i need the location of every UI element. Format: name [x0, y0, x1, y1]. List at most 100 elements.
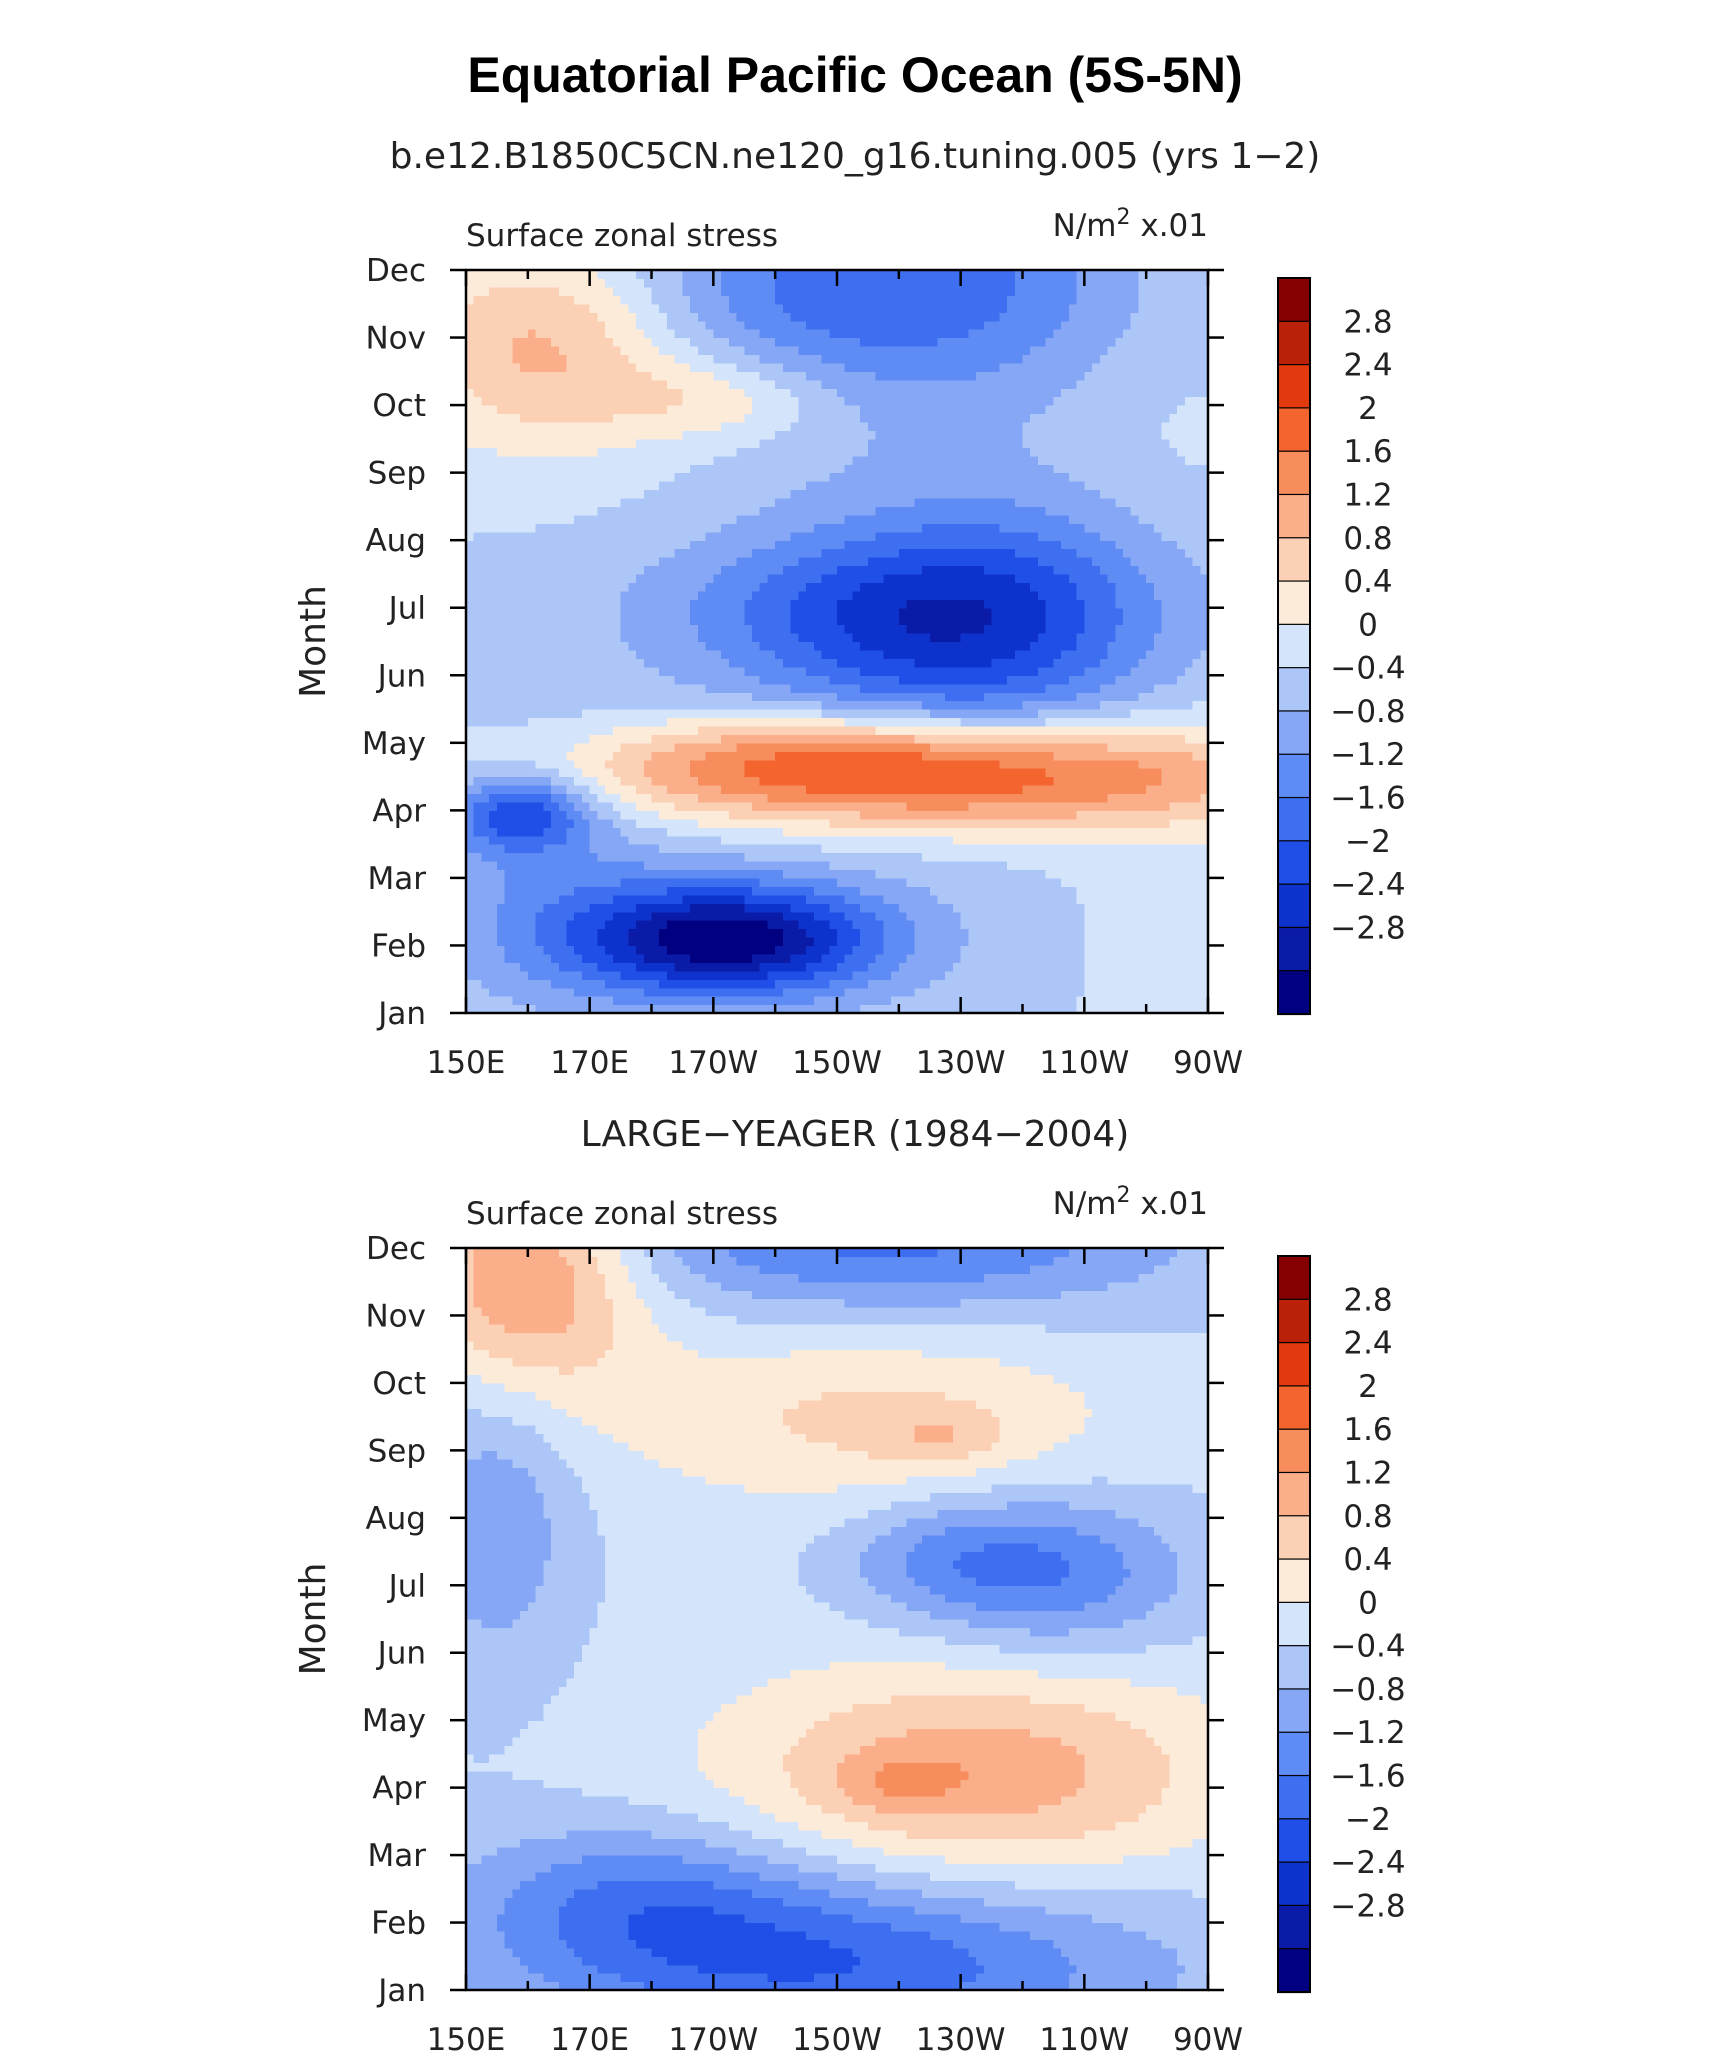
heatmap-cell — [674, 624, 684, 634]
heatmap-cell — [782, 666, 792, 676]
heatmap-cell — [574, 666, 583, 676]
heatmap-cell — [1115, 573, 1124, 583]
heatmap-cell — [767, 709, 776, 719]
heatmap-cell — [605, 616, 614, 626]
heatmap-cell — [558, 937, 568, 947]
heatmap-cell — [806, 987, 815, 997]
heatmap-cell — [643, 793, 653, 803]
heatmap-cell — [1130, 818, 1140, 828]
heatmap-cell — [589, 590, 598, 600]
heatmap-cell — [697, 616, 707, 626]
heatmap-cell — [1192, 599, 1201, 609]
heatmap-cell — [535, 886, 544, 896]
heatmap-cell — [1153, 725, 1163, 735]
heatmap-cell — [504, 607, 513, 617]
heatmap-cell — [929, 1004, 939, 1014]
heatmap-cell — [512, 937, 521, 947]
heatmap-cell — [798, 675, 807, 685]
heatmap-cell — [1115, 734, 1124, 744]
heatmap-cell — [937, 886, 946, 896]
heatmap-cell — [535, 869, 544, 879]
heatmap-cell — [466, 894, 475, 904]
heatmap-cell — [659, 776, 668, 786]
heatmap-cell — [767, 573, 776, 583]
heatmap-cell — [1153, 607, 1163, 617]
heatmap-cell — [914, 717, 923, 727]
heatmap-cell — [466, 861, 475, 871]
heatmap-cell — [790, 861, 799, 871]
heatmap-cell — [883, 861, 892, 871]
heatmap-cell — [659, 945, 668, 955]
heatmap-cell — [852, 1004, 861, 1014]
heatmap-cell — [1200, 785, 1209, 795]
heatmap-cell — [875, 607, 884, 617]
heatmap-cell — [1122, 759, 1132, 769]
heatmap-cell — [1045, 759, 1055, 769]
heatmap-cell — [1115, 827, 1124, 837]
heatmap-cell — [721, 692, 730, 702]
heatmap-cell — [628, 810, 637, 820]
heatmap-cell — [543, 649, 552, 659]
heatmap-cell — [929, 894, 939, 904]
heatmap-cell — [960, 869, 969, 879]
heatmap-cell — [674, 827, 684, 837]
heatmap-cell — [1192, 827, 1201, 837]
heatmap-cell — [1138, 793, 1147, 803]
heatmap-cell — [1045, 962, 1055, 972]
heatmap-cell — [883, 607, 892, 617]
heatmap-cell — [1115, 903, 1124, 913]
heatmap-cell — [520, 801, 529, 811]
heatmap-cell — [1045, 734, 1055, 744]
heatmap-cell — [659, 953, 668, 963]
heatmap-cell — [867, 861, 877, 871]
heatmap-cell — [674, 742, 684, 752]
heatmap-cell — [620, 776, 629, 786]
heatmap-cell — [1061, 886, 1070, 896]
heatmap-cell — [1169, 793, 1178, 803]
heatmap-cell — [852, 692, 861, 702]
heatmap-cell — [775, 616, 784, 626]
heatmap-cell — [1115, 785, 1124, 795]
heatmap-cell — [1153, 886, 1163, 896]
heatmap-cell — [466, 649, 475, 659]
heatmap-cell — [466, 1004, 475, 1014]
heatmap-cell — [520, 751, 529, 761]
heatmap-cell — [589, 624, 598, 634]
heatmap-cell — [1192, 996, 1201, 1006]
heatmap-cell — [767, 818, 776, 828]
heatmap-cell — [489, 590, 498, 600]
heatmap-cell — [1045, 692, 1055, 702]
heatmap-cell — [597, 987, 606, 997]
heatmap-cell — [906, 624, 915, 634]
heatmap-cell — [906, 861, 915, 871]
heatmap-cell — [1200, 742, 1209, 752]
heatmap-cell — [636, 616, 645, 626]
heatmap-cell — [1122, 590, 1132, 600]
heatmap-cell — [1184, 717, 1194, 727]
heatmap-cell — [736, 692, 745, 702]
heatmap-cell — [751, 599, 761, 609]
heatmap-cell — [829, 810, 838, 820]
heatmap-cell — [713, 793, 722, 803]
heatmap-cell — [790, 582, 799, 592]
heatmap-cell — [821, 776, 830, 786]
heatmap-cell — [697, 751, 707, 761]
heatmap-cell — [620, 996, 629, 1006]
heatmap-cell — [1146, 599, 1155, 609]
heatmap-cell — [906, 709, 915, 719]
heatmap-cell — [852, 751, 861, 761]
heatmap-cell — [666, 1004, 676, 1014]
heatmap-cell — [512, 616, 521, 626]
heatmap-cell — [1045, 709, 1055, 719]
heatmap-cell — [1146, 894, 1155, 904]
heatmap-cell — [837, 979, 846, 989]
heatmap-cell — [1092, 599, 1101, 609]
heatmap-cell — [581, 734, 591, 744]
heatmap-cell — [581, 776, 591, 786]
heatmap-cell — [481, 894, 490, 904]
heatmap-cell — [1084, 607, 1093, 617]
heatmap-cell — [1022, 962, 1031, 972]
heatmap-cell — [674, 877, 684, 887]
heatmap-cell — [473, 852, 483, 862]
heatmap-cell — [489, 573, 498, 583]
